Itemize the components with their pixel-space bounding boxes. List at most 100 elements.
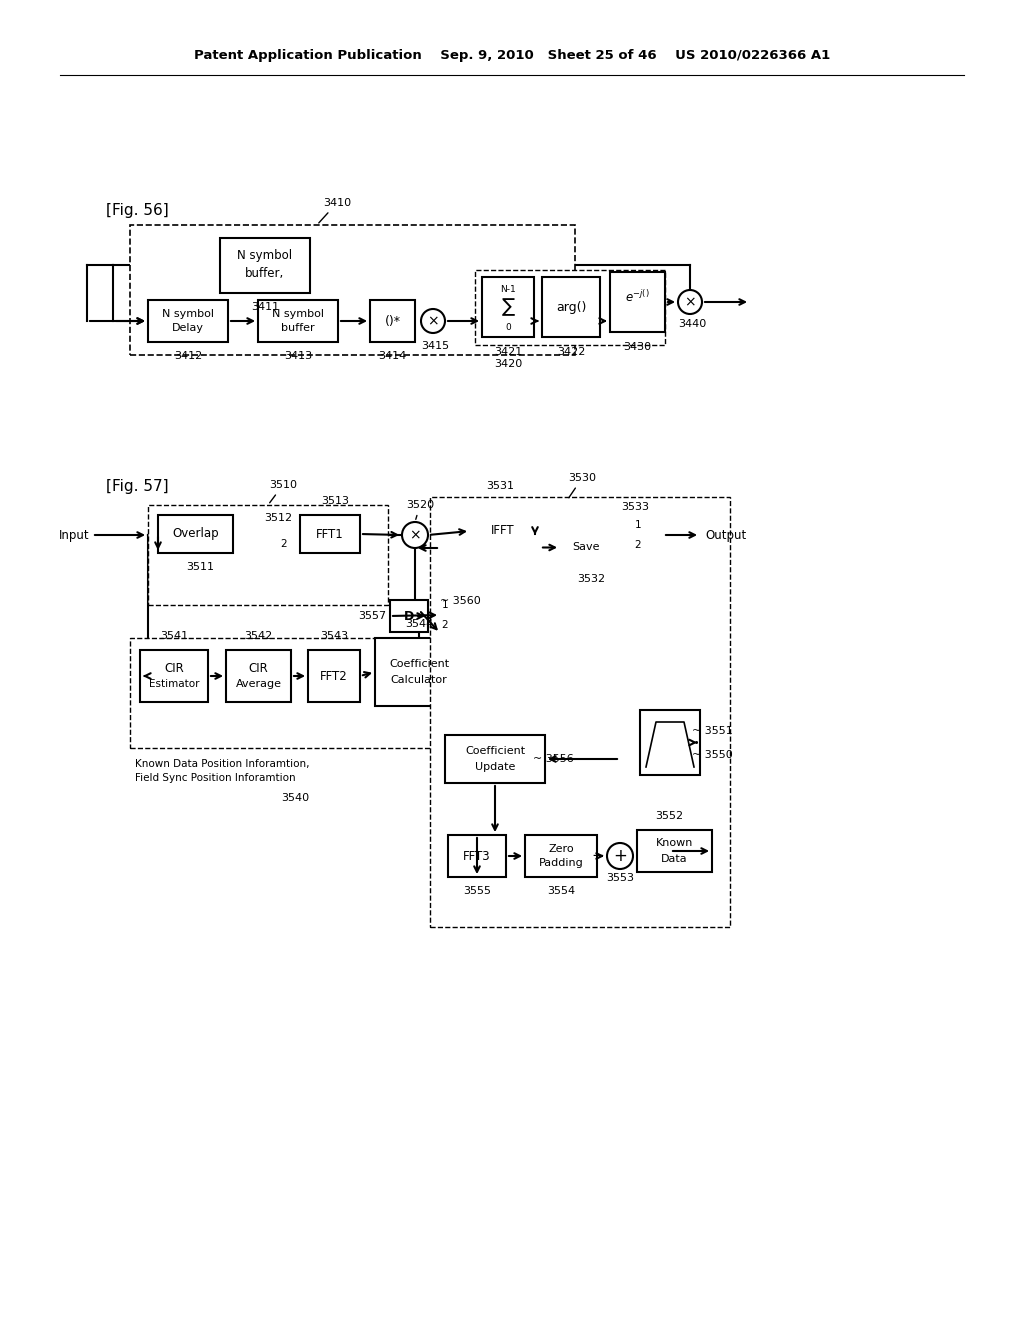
Text: Coefficient: Coefficient [465,746,525,756]
Text: buffer: buffer [282,323,314,333]
Text: 3520: 3520 [406,500,434,519]
Text: 3552: 3552 [655,810,684,821]
Text: 3533: 3533 [621,502,649,512]
Text: 3543: 3543 [319,631,348,642]
Bar [308,649,360,702]
Text: 3557: 3557 [358,611,386,620]
Text: N symbol: N symbol [238,249,293,263]
Text: FFT3: FFT3 [463,850,490,862]
Text: FFT2: FFT2 [321,669,348,682]
Text: Overlap: Overlap [172,528,219,540]
Text: Known: Known [655,838,693,847]
Bar [140,649,208,702]
Bar [390,601,428,632]
Bar [130,638,460,748]
Bar [430,498,730,927]
Text: 3411: 3411 [251,302,280,312]
Text: ~ 3550: ~ 3550 [691,750,732,759]
Polygon shape [633,517,663,553]
Text: 2: 2 [281,539,288,549]
Text: D: D [403,610,414,623]
Text: 3512: 3512 [264,513,292,523]
Circle shape [402,521,428,548]
Bar [370,300,415,342]
Text: 3412: 3412 [174,351,202,360]
Text: 1: 1 [441,601,449,610]
Bar [158,515,233,553]
Text: 3420: 3420 [494,359,522,370]
Bar [482,277,534,337]
Text: 3414: 3414 [379,351,407,360]
Bar [375,638,463,706]
Bar [130,224,575,355]
Text: 3531: 3531 [486,480,514,491]
Text: Update: Update [475,762,515,772]
Text: ∑: ∑ [502,297,515,317]
Bar [148,300,228,342]
Text: Known Data Position Inforamtion,: Known Data Position Inforamtion, [135,759,309,770]
Text: 3532: 3532 [577,574,605,583]
Text: Patent Application Publication    Sep. 9, 2010   Sheet 25 of 46    US 2010/02263: Patent Application Publication Sep. 9, 2… [194,49,830,62]
Text: 0: 0 [505,322,511,331]
Text: CIR: CIR [249,661,268,675]
Text: 3513: 3513 [321,496,349,506]
Text: ~ 3551: ~ 3551 [691,726,732,735]
Text: ~ 3560: ~ 3560 [439,597,480,606]
Text: 3541: 3541 [160,631,188,642]
Text: 3554: 3554 [547,886,575,896]
Bar [475,271,665,345]
Text: ()*: ()* [384,314,400,327]
Text: $e^{-j()}$: $e^{-j()}$ [625,289,650,305]
Text: ×: × [410,528,421,543]
Text: 3542: 3542 [245,631,272,642]
Text: Coefficient: Coefficient [389,659,450,669]
Text: 3440: 3440 [678,319,707,329]
Text: ~ 3556: ~ 3556 [532,754,573,764]
Text: 3544: 3544 [404,619,433,630]
Bar [610,272,665,333]
Bar [220,238,310,293]
Bar [640,710,700,775]
Text: 3413: 3413 [284,351,312,360]
Text: Output: Output [705,528,746,541]
Text: 3415: 3415 [421,341,450,351]
Circle shape [421,309,445,333]
Circle shape [678,290,702,314]
Text: Calculator: Calculator [390,675,447,685]
Text: CIR: CIR [164,661,184,675]
Text: arg(): arg() [556,301,586,314]
Text: buffer,: buffer, [246,267,285,280]
Text: N symbol: N symbol [162,309,214,319]
Bar [637,830,712,873]
Bar [449,836,506,876]
Text: N symbol: N symbol [272,309,324,319]
Text: 1: 1 [635,520,641,531]
Text: Delay: Delay [172,323,204,333]
Bar [226,649,291,702]
Text: Data: Data [662,854,688,865]
Text: ×: × [427,314,439,327]
Bar [300,515,360,553]
Bar [258,300,338,342]
Text: 3553: 3553 [606,873,634,883]
Text: [Fig. 57]: [Fig. 57] [106,479,169,494]
Text: Estimator: Estimator [148,678,200,689]
Text: IFFT: IFFT [490,524,514,537]
Text: +: + [613,847,627,865]
Bar [445,735,545,783]
Text: Average: Average [236,678,282,689]
Text: N-1: N-1 [500,285,516,294]
Text: 3530: 3530 [568,473,596,498]
Text: Input: Input [59,528,90,541]
Text: Save: Save [572,543,600,553]
Bar [525,836,597,876]
Text: Zero: Zero [548,843,573,854]
Text: Field Sync Position Inforamtion: Field Sync Position Inforamtion [135,774,296,783]
Text: 2: 2 [635,540,641,550]
Text: 3540: 3540 [281,793,309,803]
Bar [560,531,612,565]
Text: 3511: 3511 [186,562,214,572]
Text: ×: × [684,294,696,309]
Text: −: − [592,849,604,863]
Text: 3430: 3430 [624,342,651,352]
